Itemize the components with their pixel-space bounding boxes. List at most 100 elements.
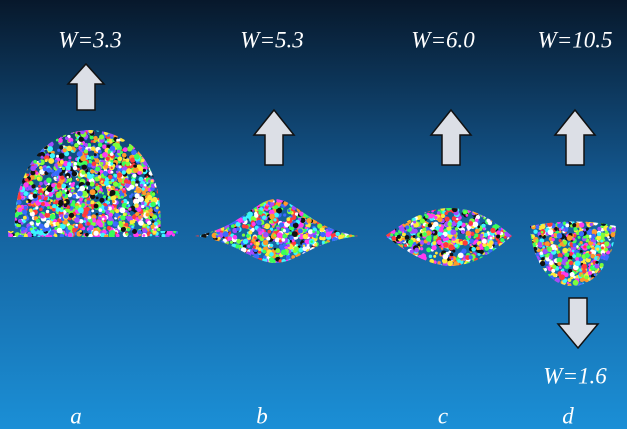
particle bbox=[74, 217, 80, 223]
particle bbox=[243, 239, 248, 244]
particle bbox=[77, 191, 83, 197]
particle bbox=[121, 200, 124, 203]
particle bbox=[448, 244, 454, 250]
particle bbox=[91, 146, 96, 151]
particle bbox=[143, 169, 146, 172]
particle bbox=[36, 187, 39, 190]
particle bbox=[279, 244, 284, 249]
particle bbox=[342, 235, 345, 238]
particle bbox=[156, 206, 159, 209]
particle bbox=[594, 273, 597, 276]
particle bbox=[544, 268, 547, 271]
particle bbox=[576, 252, 579, 255]
particle bbox=[71, 150, 74, 153]
particle bbox=[600, 240, 603, 243]
particle bbox=[134, 203, 139, 208]
particle bbox=[404, 244, 407, 247]
particle bbox=[541, 231, 544, 234]
particle bbox=[39, 166, 42, 169]
particle bbox=[120, 207, 126, 213]
particle bbox=[143, 209, 146, 212]
particle bbox=[292, 231, 298, 237]
particle bbox=[131, 181, 135, 185]
particle bbox=[283, 213, 286, 216]
particle bbox=[99, 191, 102, 194]
particle bbox=[568, 278, 572, 282]
particle bbox=[572, 223, 576, 227]
particle bbox=[90, 200, 94, 204]
particle bbox=[432, 241, 436, 245]
particle bbox=[450, 253, 454, 257]
particle bbox=[36, 219, 40, 223]
particle bbox=[64, 201, 67, 204]
particle bbox=[51, 169, 54, 172]
particle bbox=[302, 246, 307, 251]
particle bbox=[496, 230, 501, 235]
particle bbox=[294, 246, 299, 251]
particle bbox=[154, 222, 158, 226]
particle bbox=[293, 223, 299, 229]
particle bbox=[306, 233, 308, 235]
particle bbox=[588, 263, 591, 266]
particle bbox=[425, 224, 428, 227]
particle bbox=[597, 242, 600, 245]
particle bbox=[142, 191, 146, 195]
particle bbox=[134, 164, 137, 167]
particle bbox=[54, 163, 58, 167]
particle bbox=[251, 238, 255, 242]
particle bbox=[23, 227, 26, 230]
particle bbox=[121, 196, 124, 199]
particle bbox=[269, 214, 275, 220]
particle bbox=[126, 228, 129, 231]
particle bbox=[58, 201, 63, 206]
particle bbox=[293, 221, 295, 223]
particle bbox=[38, 230, 43, 235]
particle bbox=[30, 221, 34, 225]
particle bbox=[135, 217, 138, 220]
particle bbox=[98, 143, 103, 148]
particle bbox=[39, 182, 43, 186]
particle bbox=[120, 186, 123, 189]
particle bbox=[429, 255, 432, 258]
particle bbox=[115, 209, 119, 213]
particle bbox=[471, 247, 476, 252]
particle bbox=[595, 261, 598, 264]
particle bbox=[106, 157, 110, 161]
particle bbox=[441, 235, 445, 239]
particle bbox=[96, 221, 100, 225]
particle bbox=[91, 140, 94, 143]
particle bbox=[138, 230, 142, 234]
particle bbox=[59, 145, 63, 149]
particle bbox=[62, 167, 65, 170]
particle bbox=[408, 239, 413, 244]
particle bbox=[575, 260, 581, 266]
particle bbox=[258, 231, 262, 235]
particle bbox=[50, 199, 53, 202]
weight-label: W=6.0 bbox=[411, 27, 475, 52]
particle bbox=[258, 247, 262, 251]
particle bbox=[420, 218, 425, 223]
particle bbox=[578, 243, 581, 246]
particle bbox=[426, 247, 431, 252]
particle bbox=[108, 151, 111, 154]
particle bbox=[72, 194, 76, 198]
particle bbox=[262, 250, 266, 254]
particle bbox=[87, 174, 93, 180]
particle bbox=[139, 177, 144, 182]
particle bbox=[70, 206, 73, 209]
particle bbox=[469, 239, 474, 244]
particle bbox=[458, 253, 464, 259]
particle bbox=[570, 272, 575, 277]
particle bbox=[112, 200, 115, 203]
particle bbox=[551, 238, 554, 241]
particle bbox=[313, 235, 316, 238]
particle bbox=[150, 213, 154, 217]
particle bbox=[101, 180, 103, 182]
particle bbox=[481, 223, 485, 227]
particle bbox=[256, 242, 260, 246]
particle bbox=[562, 248, 568, 254]
particle bbox=[539, 235, 542, 238]
particle bbox=[102, 211, 105, 214]
particle bbox=[146, 207, 149, 210]
particle bbox=[54, 160, 57, 163]
